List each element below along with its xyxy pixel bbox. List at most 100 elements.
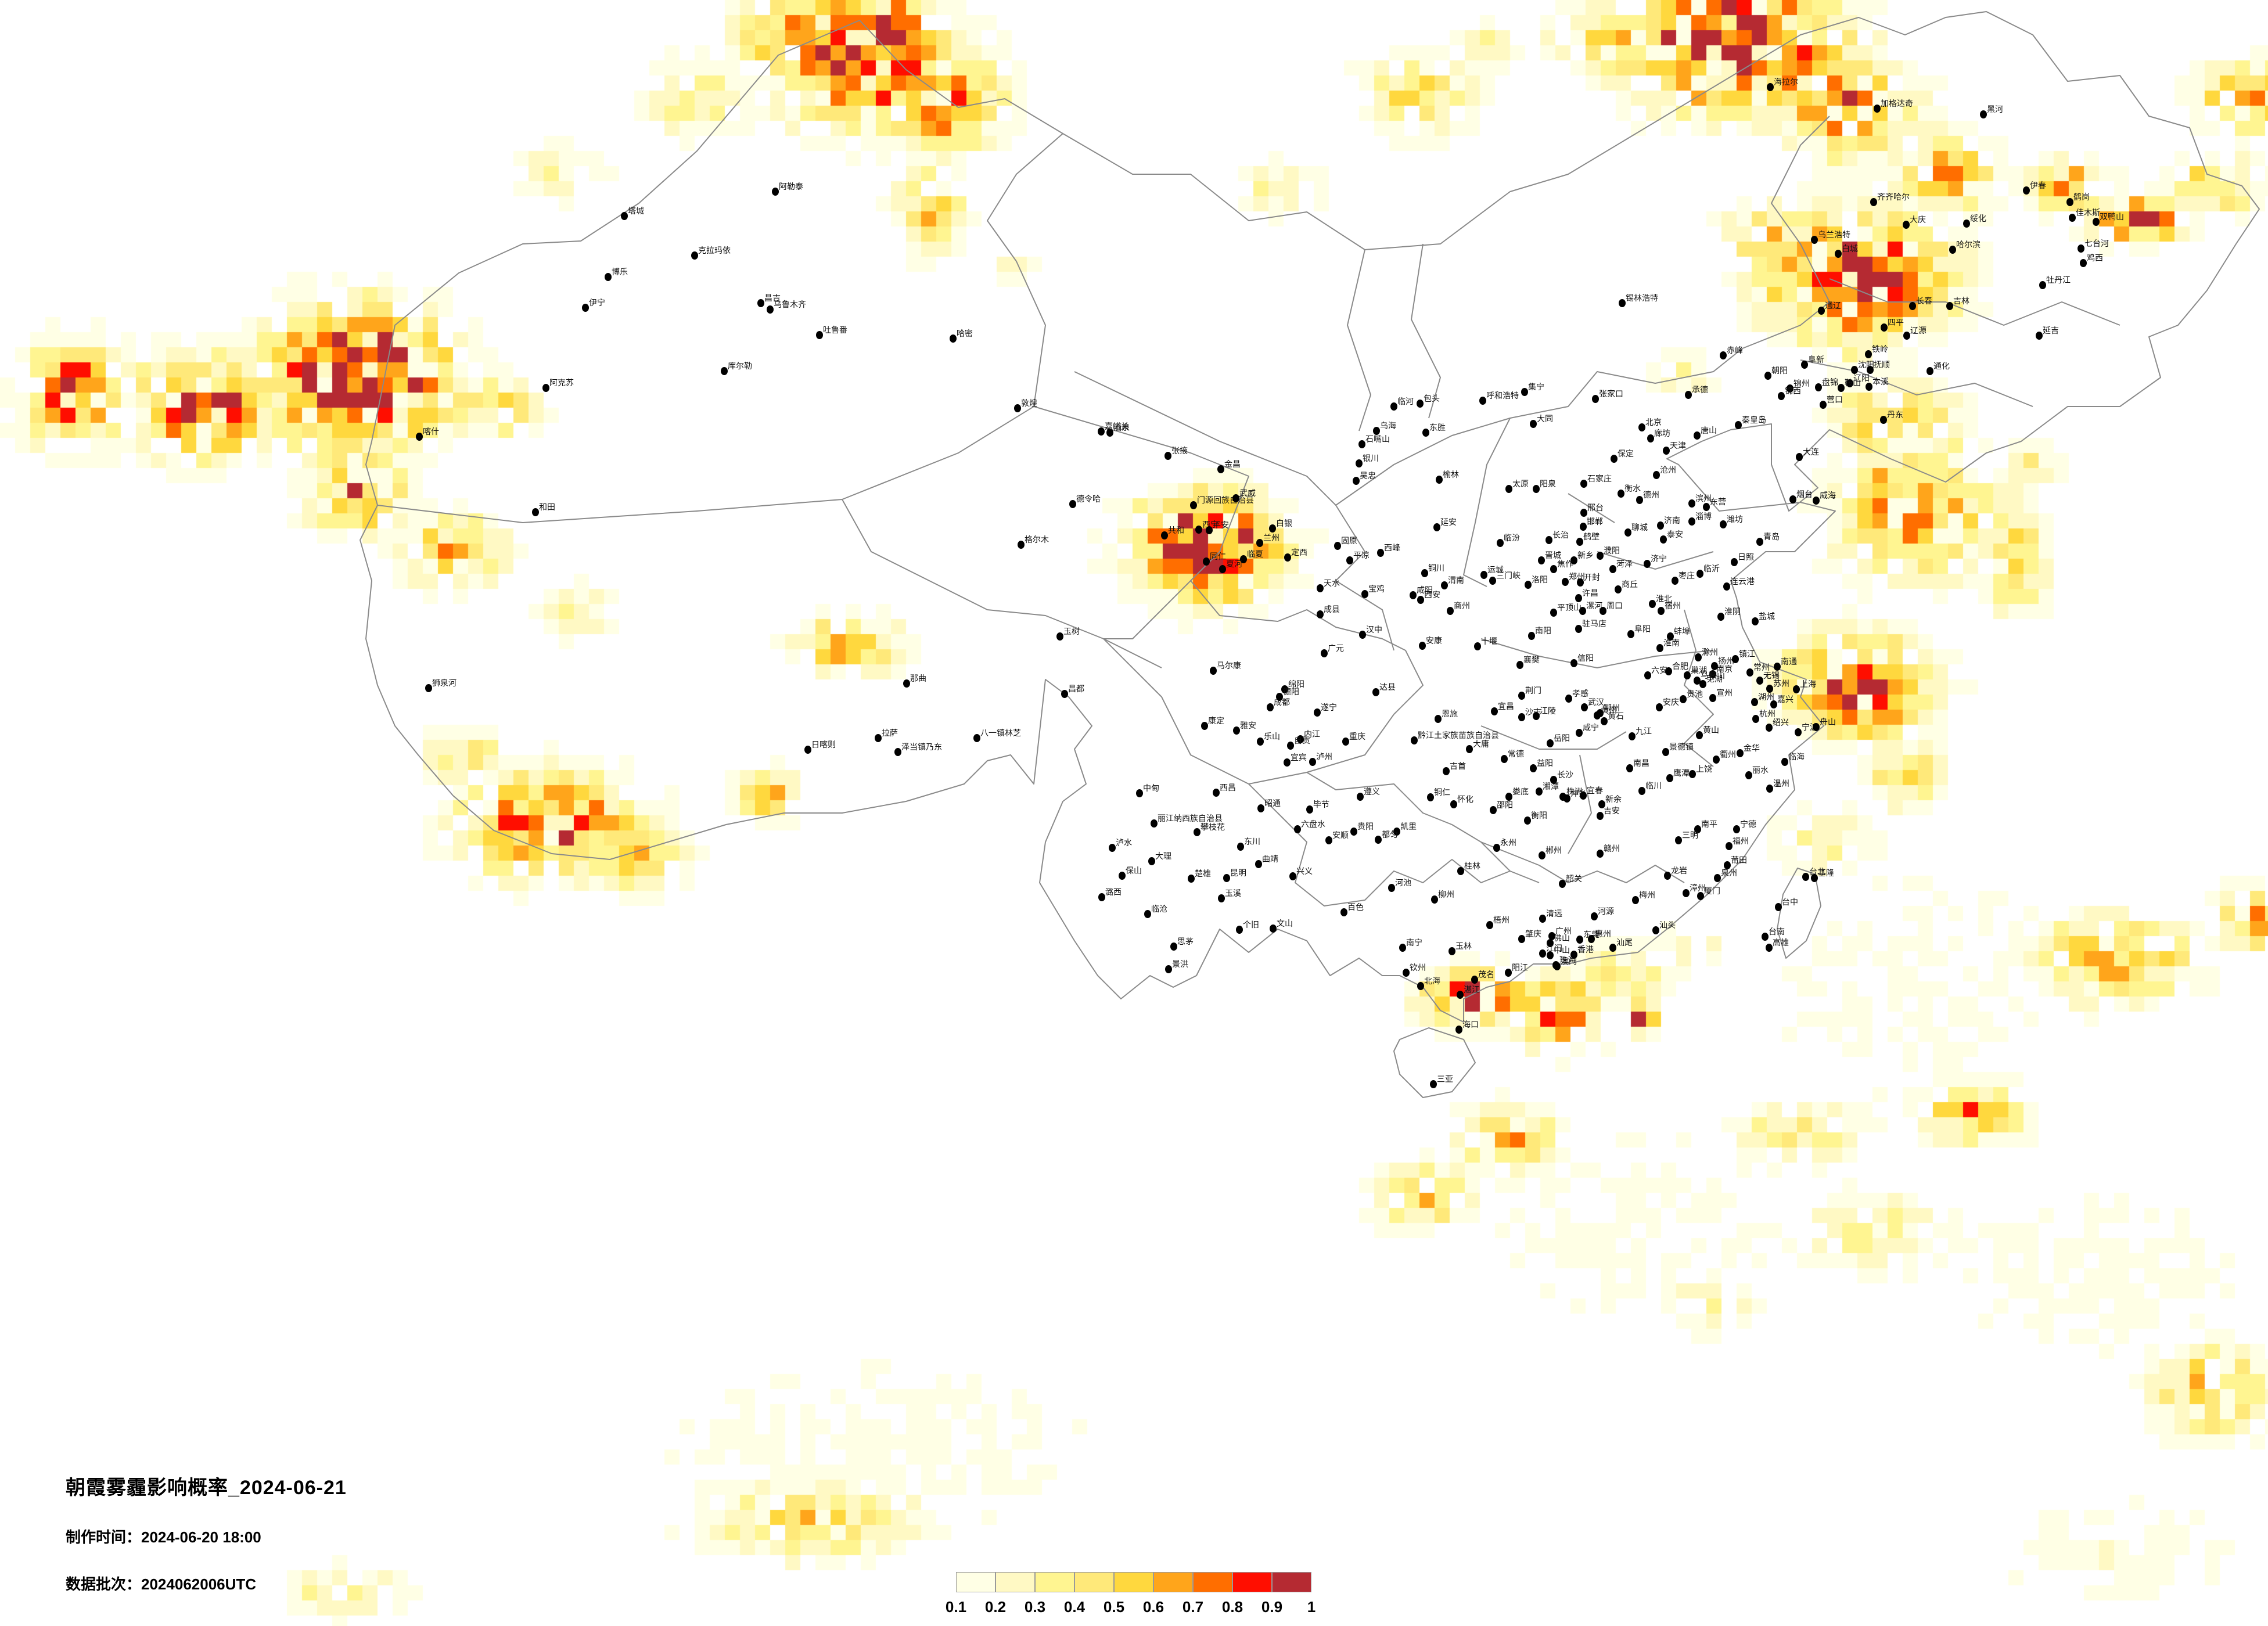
city-label: 铜川 xyxy=(1428,563,1444,573)
city-dot xyxy=(1626,764,1633,772)
city-label: 贵阳 xyxy=(1357,822,1374,831)
city-label: 白城 xyxy=(1842,244,1858,253)
city-dot xyxy=(1165,965,1172,973)
city-label: 嘉兴 xyxy=(1777,695,1793,704)
city-label: 肇庆 xyxy=(1525,929,1541,938)
city-label: 日喀则 xyxy=(811,740,836,749)
legend-color-box xyxy=(1193,1572,1232,1592)
city-dot xyxy=(1257,738,1264,746)
city-label: 九江 xyxy=(1636,726,1652,736)
city-dot xyxy=(1576,538,1583,546)
city-label: 和田 xyxy=(539,502,555,512)
city-label: 大理 xyxy=(1155,851,1171,861)
city-label: 漯河 xyxy=(1586,601,1602,610)
city-dot xyxy=(1436,476,1443,484)
legend-color-box xyxy=(1035,1572,1074,1592)
city-dot xyxy=(973,734,980,742)
city-label: 泉州 xyxy=(1721,868,1737,877)
data-batch-value: 2024062006UTC xyxy=(141,1575,257,1593)
legend-tick-label: 0.1 xyxy=(945,1598,967,1616)
legend-tick-label: 0.4 xyxy=(1063,1598,1086,1616)
city-label: 鞍山 xyxy=(1845,378,1861,387)
city-label: 郴州 xyxy=(1545,846,1562,855)
city-dot xyxy=(1694,825,1701,833)
city-dot xyxy=(1787,384,1793,393)
city-dot xyxy=(1530,420,1537,428)
city-label: 赣州 xyxy=(1604,844,1620,853)
city-dot xyxy=(1570,951,1577,959)
city-label: 西安 xyxy=(1424,590,1440,599)
city-label: 淮阴 xyxy=(1724,607,1741,616)
city-dot xyxy=(1505,793,1512,801)
city-dot xyxy=(1194,828,1201,836)
city-dot xyxy=(1377,549,1384,557)
city-dot xyxy=(1663,447,1670,455)
city-label: 延吉 xyxy=(2043,326,2059,335)
city-dot xyxy=(1624,528,1631,537)
city-dot xyxy=(1334,542,1341,550)
city-label: 焦作 xyxy=(1557,559,1573,569)
city-label: 昌都 xyxy=(1068,684,1084,693)
city-label: 重庆 xyxy=(1349,732,1365,741)
city-label: 楚雄 xyxy=(1195,869,1211,878)
city-label: 铜仁 xyxy=(1434,787,1450,797)
city-dot xyxy=(1538,556,1545,564)
city-dot xyxy=(1752,617,1759,625)
city-label: 商州 xyxy=(1454,601,1470,610)
city-dot xyxy=(1813,497,1820,505)
city-label: 襄樊 xyxy=(1523,655,1540,664)
city-dot xyxy=(1949,246,1956,254)
city-label: 锦州 xyxy=(1793,379,1810,388)
city-dot xyxy=(1539,949,1546,958)
city-label: 哈密 xyxy=(957,329,973,338)
city-label: 嘉峪关 xyxy=(1105,422,1129,431)
city-label: 阜阳 xyxy=(1634,624,1651,634)
city-dot xyxy=(1685,391,1692,399)
city-dot xyxy=(1223,874,1230,882)
city-label: 广元 xyxy=(1328,643,1344,653)
city-label: 鹤岗 xyxy=(2073,192,2090,202)
city-label: 武汉 xyxy=(1588,697,1604,707)
city-dot xyxy=(894,748,901,756)
city-dot xyxy=(1838,384,1845,392)
city-label: 德令哈 xyxy=(1076,494,1101,503)
city-label: 龙岩 xyxy=(1671,866,1687,875)
city-dot xyxy=(1388,884,1395,892)
city-label: 泽当镇乃东 xyxy=(901,742,942,751)
city-dot xyxy=(1726,842,1733,850)
city-dot xyxy=(1649,600,1656,608)
city-label: 温州 xyxy=(1773,779,1789,788)
city-label: 绵阳 xyxy=(1288,679,1304,689)
city-label: 乐山 xyxy=(1264,732,1280,741)
city-label: 玉树 xyxy=(1063,627,1080,636)
city-label: 台中 xyxy=(1782,897,1798,906)
city-label: 濮阳 xyxy=(1604,546,1620,555)
legend-tick-label: 0.8 xyxy=(1221,1598,1243,1616)
city-label: 拉萨 xyxy=(882,728,898,738)
city-label: 思茅 xyxy=(1177,937,1194,946)
city-dot xyxy=(1144,910,1151,918)
city-label: 宁德 xyxy=(1740,819,1756,829)
city-label: 三明 xyxy=(1682,830,1698,840)
city-label: 赤峰 xyxy=(1727,346,1743,355)
city-dot xyxy=(1419,642,1426,650)
city-dot xyxy=(1455,1026,1462,1034)
city-dot xyxy=(1358,440,1365,448)
city-dot xyxy=(1497,539,1504,547)
city-label: 喀什 xyxy=(423,427,439,436)
city-dot xyxy=(1733,825,1740,833)
city-dot xyxy=(1629,732,1636,740)
city-label: 牡丹江 xyxy=(2046,275,2071,285)
city-label: 克拉玛依 xyxy=(698,246,731,255)
city-dot xyxy=(1703,503,1710,511)
city-label: 西昌 xyxy=(1220,783,1236,792)
city-dot xyxy=(1795,728,1802,736)
city-dot xyxy=(1525,581,1532,589)
city-dot xyxy=(1636,496,1643,504)
city-label: 通化 xyxy=(1933,361,1950,370)
city-label: 丽水 xyxy=(1752,765,1769,775)
city-dot xyxy=(1547,951,1554,959)
city-dot xyxy=(1550,609,1557,617)
city-dot xyxy=(1164,452,1171,460)
city-dot xyxy=(1203,557,1210,566)
